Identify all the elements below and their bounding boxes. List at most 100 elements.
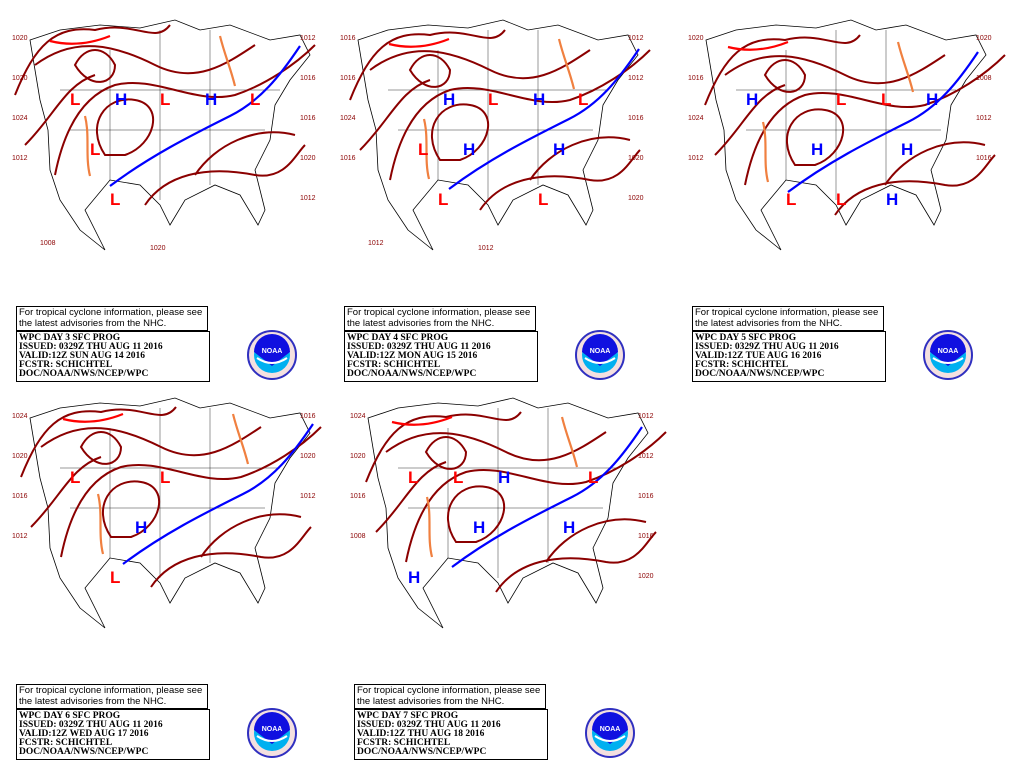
isobar	[704, 34, 861, 106]
isobar-label: 1012	[368, 240, 384, 247]
front	[727, 40, 789, 51]
isobar	[479, 149, 641, 211]
low-pressure-center: L	[438, 190, 448, 209]
forecaster: FCSTR: SCHICHTEL	[357, 738, 451, 748]
front	[122, 423, 314, 565]
note-line: For tropical cyclone information, please…	[19, 307, 203, 318]
front	[425, 496, 434, 558]
organization: DOC/NOAA/NWS/NCEP/WPC	[19, 369, 149, 379]
prog-panel-day-7: H H H H L L L 1024 1020 1016 1008 1012 1012 1016 1016 1…	[338, 388, 678, 760]
coastline	[29, 19, 311, 251]
front	[761, 121, 770, 183]
isobar-label: 1016	[340, 35, 356, 42]
isobar-label: 1016	[638, 533, 654, 540]
isobar-label: 1020	[628, 195, 644, 202]
forecaster: FCSTR: SCHICHTEL	[19, 360, 113, 370]
state-borders	[60, 30, 280, 200]
isobar-label: 1020	[12, 75, 28, 82]
forecast-info-box: WPC DAY 6 SFC PROG ISSUED: 0329Z THU AUG…	[16, 709, 210, 760]
isobar-label: 1020	[688, 35, 704, 42]
front	[231, 413, 250, 465]
high-pressure-center: H	[205, 90, 217, 109]
forecaster: FCSTR: SCHICHTEL	[347, 360, 441, 370]
isobar-label: 1024	[350, 413, 366, 420]
isobar-label: 1016	[350, 493, 366, 500]
isobar-label: 1012	[638, 453, 654, 460]
isobar	[73, 49, 117, 83]
isobar-label: 1020	[150, 245, 166, 252]
organization: DOC/NOAA/NWS/NCEP/WPC	[19, 747, 149, 757]
prog-panel-day-5: H H H H H L L L L 1020 1016 1024 1012 1020 1008 1012 101…	[676, 10, 1016, 382]
front	[557, 38, 576, 90]
isobar	[424, 436, 468, 470]
isobar-label: 1020	[300, 453, 316, 460]
isobar	[545, 518, 647, 563]
organization: DOC/NOAA/NWS/NCEP/WPC	[347, 369, 477, 379]
isobar-label: 1020	[628, 155, 644, 162]
high-pressure-center: H	[498, 468, 510, 487]
isobar-label: 1012	[12, 533, 28, 540]
high-pressure-center: H	[563, 518, 575, 537]
isobar	[34, 44, 256, 75]
logo-text: NOAA	[590, 348, 611, 355]
prog-panel-day-3: H H L L L L L 1020 1020 1024 1012 1012 1016 1016 1020 1…	[0, 10, 340, 382]
low-pressure-center: L	[488, 90, 498, 109]
low-pressure-center: L	[70, 90, 80, 109]
front	[83, 115, 92, 177]
forecaster: FCSTR: SCHICHTEL	[695, 360, 789, 370]
isobar-label: 1016	[688, 75, 704, 82]
isobar-label: 1020	[12, 453, 28, 460]
prog-title: WPC DAY 5 SFC PROG	[695, 333, 797, 343]
high-pressure-center: H	[463, 140, 475, 159]
noaa-logo-icon: NOAA	[247, 330, 297, 380]
surface-map: H H H H L L L 1024 1020 1016 1008 1012 1012 1016 1016 1…	[350, 397, 667, 629]
isobar-label: 1012	[628, 35, 644, 42]
front	[896, 41, 915, 93]
front	[388, 37, 450, 48]
isobar-label: 1016	[12, 493, 28, 500]
note-line: the latest advisories from the NHC.	[357, 695, 505, 707]
high-pressure-center: H	[443, 90, 455, 109]
prog-title: WPC DAY 6 SFC PROG	[19, 711, 121, 721]
isobar	[150, 526, 312, 588]
isobar-label: 1012	[638, 413, 654, 420]
isobar-label: 1020	[638, 573, 654, 580]
isobar	[95, 98, 154, 156]
high-pressure-center: H	[135, 518, 147, 537]
noaa-logo-icon: NOAA	[923, 330, 973, 380]
tropical-cyclone-note: For tropical cyclone information, please…	[692, 306, 884, 331]
isobar	[144, 144, 306, 206]
isobar	[405, 431, 667, 563]
valid-time: VALID:12Z SUN AUG 14 2016	[19, 351, 145, 361]
isobar-label: 1012	[976, 115, 992, 122]
prog-title: WPC DAY 7 SFC PROG	[357, 711, 459, 721]
coastline	[357, 19, 639, 251]
low-pressure-center: L	[453, 468, 463, 487]
note-line: the latest advisories from the NHC.	[347, 317, 495, 329]
low-pressure-center: L	[160, 468, 170, 487]
isobar	[359, 79, 431, 151]
valid-time: VALID:12Z WED AUG 17 2016	[19, 729, 149, 739]
isobar-label: 1024	[12, 413, 28, 420]
note-line: For tropical cyclone information, please…	[695, 307, 879, 318]
isobar	[446, 485, 505, 543]
logo-text: NOAA	[938, 348, 959, 355]
forecast-info-box: WPC DAY 7 SFC PROG ISSUED: 0329Z THU AUG…	[354, 709, 548, 760]
low-pressure-center: L	[836, 190, 846, 209]
front	[787, 51, 979, 193]
isobar	[385, 431, 607, 462]
isobar	[744, 54, 1006, 186]
isobar-label: 1016	[340, 155, 356, 162]
valid-time: VALID:12Z MON AUG 15 2016	[347, 351, 478, 361]
forecaster: FCSTR: SCHICHTEL	[19, 738, 113, 748]
isobar-label: 1012	[12, 155, 28, 162]
isobar	[194, 131, 296, 176]
isobar	[24, 74, 96, 146]
isobar	[884, 141, 986, 186]
isobar-label: 1012	[300, 195, 316, 202]
high-pressure-center: H	[473, 518, 485, 537]
note-line: For tropical cyclone information, please…	[347, 307, 531, 318]
tropical-cyclone-note: For tropical cyclone information, please…	[354, 684, 546, 709]
noaa-logo-icon: NOAA	[575, 330, 625, 380]
prog-panel-day-6: H L L L 1024 1020 1016 1012 1016 1020 1012 For tro…	[0, 388, 340, 760]
